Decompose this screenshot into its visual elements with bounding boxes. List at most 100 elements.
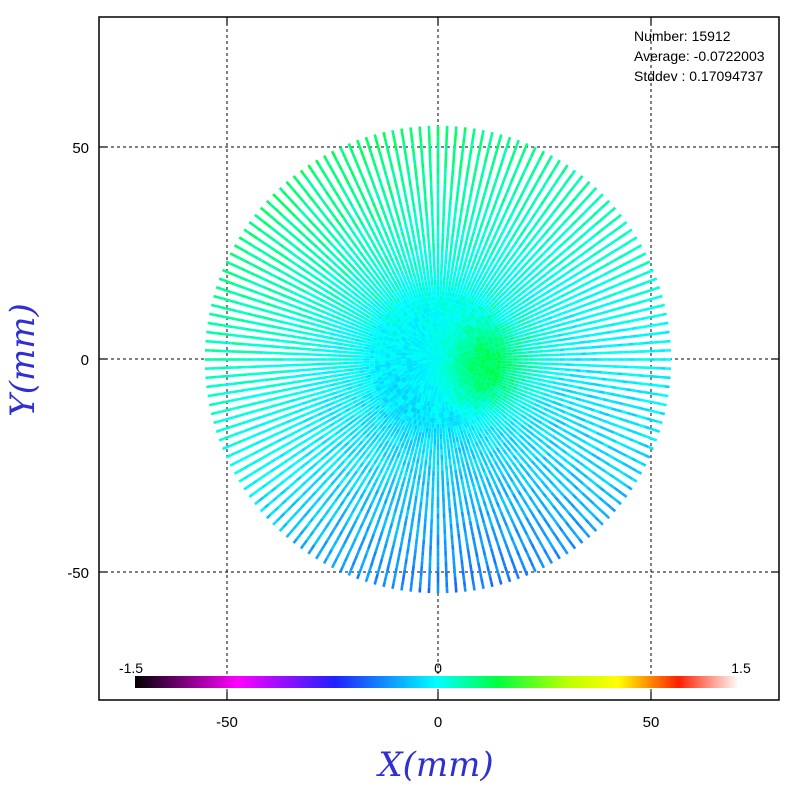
spoke-segment [324, 400, 329, 402]
spoke-segment [479, 228, 481, 233]
spoke-segment [253, 315, 258, 316]
spoke-segment [654, 333, 659, 334]
spoke-segment [449, 265, 450, 270]
spoke-segment [644, 272, 649, 274]
spoke-segment [308, 384, 313, 385]
spoke-segment [374, 552, 376, 557]
spoke-segment [508, 165, 510, 170]
spoke-segment [528, 325, 533, 327]
spoke-segment [581, 318, 586, 319]
spoke-segment [427, 270, 428, 275]
spoke-segment [242, 278, 247, 280]
spoke-segment [424, 270, 425, 275]
spoke-segment [461, 284, 463, 289]
spoke-segment [364, 351, 369, 352]
spoke-segment [359, 350, 364, 351]
spoke-segment [427, 265, 428, 270]
spoke-segment [359, 368, 364, 369]
spoke-segment [423, 265, 424, 270]
spoke-segment [313, 335, 318, 336]
spoke-segment [322, 346, 327, 347]
spoke-segment [474, 243, 476, 248]
spoke-segment [218, 394, 223, 395]
spoke-segment [319, 402, 324, 404]
spoke-segment [407, 160, 408, 165]
spoke-segment [409, 257, 411, 262]
spoke-segment [318, 378, 323, 379]
spoke-segment [478, 211, 479, 216]
spoke-segment [378, 195, 380, 200]
spoke-segment [416, 175, 417, 180]
spoke-segment [454, 217, 455, 222]
spoke-segment [640, 292, 645, 294]
spoke-segment [472, 248, 474, 253]
spoke-segment [616, 330, 621, 331]
spoke-segment [411, 285, 413, 290]
spoke-segment [351, 335, 356, 336]
spoke-segment [463, 251, 464, 256]
spoke-segment [387, 148, 388, 153]
spoke-segment [332, 325, 337, 327]
spoke-segment [305, 322, 310, 323]
spoke-segment [228, 335, 233, 336]
spoke-segment [259, 338, 264, 339]
spoke-segment [229, 300, 234, 301]
spoke-segment [486, 153, 487, 158]
spoke-segment [216, 430, 221, 432]
spoke-segment [354, 389, 359, 391]
spoke-segment [371, 562, 373, 567]
spoke-segment [480, 356, 485, 357]
spoke-segment [365, 183, 367, 188]
spoke-segment [527, 345, 532, 346]
spoke-segment [461, 240, 462, 245]
spoke-segment [233, 383, 238, 384]
spoke-segment [357, 384, 362, 386]
spoke-segment [335, 383, 340, 384]
spoke-segment [412, 197, 413, 202]
spoke-segment [376, 168, 378, 173]
spoke-segment [415, 245, 416, 250]
spoke-segment [617, 338, 622, 339]
spoke-segment [312, 399, 317, 401]
spoke-segment [327, 368, 332, 369]
spoke-segment [425, 292, 426, 297]
spoke-segment [359, 353, 364, 354]
spoke-segment [454, 255, 455, 260]
spoke-segment [294, 306, 299, 308]
spoke-segment [484, 230, 486, 235]
spoke-segment [643, 335, 648, 336]
spoke-segment [548, 341, 553, 342]
data-points [205, 126, 671, 594]
spoke-segment [499, 168, 501, 173]
spoke-segment [470, 150, 471, 155]
spoke-segment [359, 145, 361, 150]
spoke-segment [273, 320, 278, 321]
spoke-segment [260, 387, 265, 388]
spoke-segment [354, 328, 359, 330]
spoke-segment [389, 208, 391, 213]
spoke-segment [360, 371, 365, 372]
spoke-segment [343, 348, 348, 349]
spoke-segment [227, 409, 232, 410]
spoke-segment [481, 136, 482, 141]
spoke-segment [461, 273, 463, 278]
spoke-segment [562, 312, 567, 314]
spoke-segment [649, 334, 654, 335]
spoke-segment [410, 440, 412, 445]
spoke-segment [345, 381, 350, 382]
spoke-segment [451, 249, 452, 254]
spoke-segment [407, 275, 409, 280]
spoke-segment [377, 541, 379, 546]
spoke-segment [549, 346, 554, 347]
spoke-segment [517, 140, 519, 145]
spoke-segment [208, 395, 213, 396]
spoke-segment [452, 265, 453, 270]
spoke-segment [453, 228, 454, 233]
spoke-segment [478, 245, 480, 250]
spoke-segment [241, 296, 246, 298]
spoke-segment [242, 439, 247, 441]
spoke-segment [455, 271, 456, 276]
spoke-segment [269, 420, 274, 422]
spoke-segment [462, 202, 463, 207]
spoke-segment [269, 297, 274, 299]
